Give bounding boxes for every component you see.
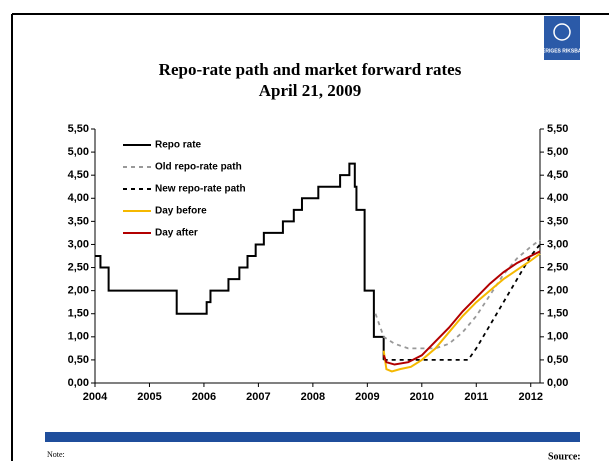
x-tick-label: 2011: [464, 391, 488, 403]
legend-label: Old repo-rate path: [155, 162, 242, 173]
y2-tick-label: 4,50: [547, 169, 568, 181]
legend-label: Day before: [155, 206, 207, 217]
y2-tick-label: 4,00: [547, 192, 568, 204]
y-tick-label: 0,00: [68, 377, 89, 389]
y-tick-label: 4,00: [68, 192, 89, 204]
y2-tick-label: 3,00: [547, 238, 568, 250]
y2-tick-label: 1,00: [547, 331, 568, 343]
y-tick-label: 5,50: [68, 123, 89, 135]
y-tick-label: 2,50: [68, 261, 89, 273]
x-tick-label: 2010: [410, 391, 434, 403]
plot: 0,00 0,50 1,00 1,50 2,00 2,50 3,00 3,50 4,00 4,50…: [68, 123, 569, 403]
series-line: [374, 239, 541, 350]
legend-label: Day after: [155, 228, 198, 239]
x-tick-label: 2005: [137, 391, 161, 403]
y2-tick-label: 2,50: [547, 261, 568, 273]
chart-title: Repo-rate path and market forward rates: [159, 60, 462, 79]
x-tick-label: 2009: [355, 391, 379, 403]
y-tick-label: 5,00: [68, 146, 89, 158]
y2-tick-label: 5,50: [547, 123, 568, 135]
series-line: [383, 243, 541, 361]
logo-emblem: [553, 23, 571, 41]
y-tick-label: 3,00: [68, 238, 89, 250]
y-tick-label: 1,00: [68, 331, 89, 343]
y-tick-label: 0,50: [68, 354, 89, 366]
series-line: [382, 252, 541, 373]
legend-label: Repo rate: [155, 140, 202, 151]
logo-text: SVERIGES RIKSBANK: [535, 48, 589, 54]
y-tick-label: 3,50: [68, 215, 89, 227]
footer-bar: [45, 432, 580, 442]
y2-tick-label: 0,50: [547, 354, 568, 366]
series-line: [95, 162, 385, 360]
series-line: [382, 250, 541, 366]
legend-label: New repo-rate path: [155, 184, 246, 195]
y2-tick-label: 1,50: [547, 308, 568, 320]
x-tick-label: 2012: [518, 391, 542, 403]
y2-tick-label: 2,00: [547, 285, 568, 297]
chart-subtitle: April 21, 2009: [259, 81, 361, 100]
x-tick-label: 2006: [192, 391, 216, 403]
y2-tick-label: 0,00: [547, 377, 568, 389]
note: Note:: [47, 450, 65, 459]
y-tick-label: 2,00: [68, 285, 89, 297]
x-tick-label: 2008: [301, 391, 325, 403]
x-tick-label: 2004: [83, 391, 108, 403]
y2-tick-label: 3,50: [547, 215, 568, 227]
y2-tick-label: 5,00: [547, 146, 568, 158]
y-tick-label: 4,50: [68, 169, 89, 181]
source: Source:: [548, 451, 581, 461]
y-tick-label: 1,50: [68, 308, 89, 320]
x-tick-label: 2007: [246, 391, 270, 403]
